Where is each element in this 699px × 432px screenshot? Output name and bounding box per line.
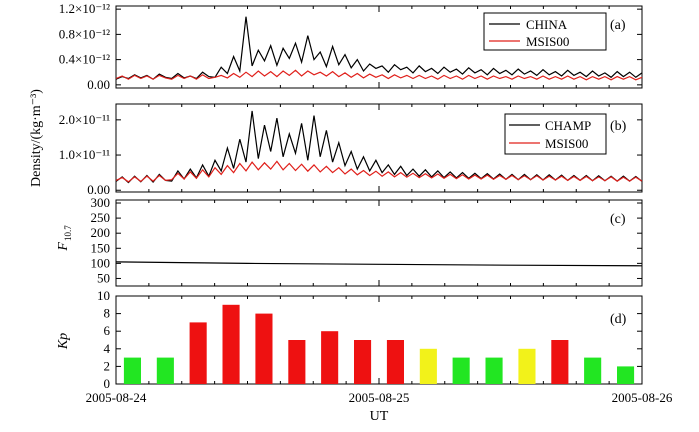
x-tick-label-2: 2005-08-26: [612, 390, 673, 405]
panel-c-frame: [115, 199, 643, 287]
legend-a-box: [483, 12, 607, 51]
y-tick-label-p2-2: 150: [91, 240, 111, 255]
y-tick-label-p0-3: 1.2×10⁻¹²: [59, 1, 110, 16]
y-tick-label-p3-4: 8: [104, 306, 111, 321]
legend-b-box: [504, 113, 607, 155]
line-series-p0-0: [115, 16, 643, 80]
y-tick-label-p0-0: 0.00: [87, 77, 110, 92]
y-tick-label-p2-3: 200: [91, 225, 111, 240]
panel-b-legend: CHAMP MSIS00: [504, 113, 607, 155]
kp-bar-15: [617, 366, 635, 384]
panel-c-tag: (c): [610, 212, 626, 227]
y-tick-label-p3-0: 0: [104, 376, 111, 391]
kp-bar-9: [419, 348, 437, 384]
y-tick-label-p2-4: 250: [91, 210, 111, 225]
y-tick-label-p1-2: 2.0×10⁻¹¹: [59, 112, 110, 127]
f107-y-label-sub: 10.7: [63, 225, 73, 241]
density-y-label: Density/(kg·m⁻³): [29, 89, 44, 187]
x-tick-label-0: 2005-08-24: [86, 390, 147, 405]
kp-bar-6: [321, 331, 339, 384]
panel-a-tag: (a): [610, 18, 626, 33]
panel-a-legend: CHINA MSIS00: [483, 12, 607, 51]
kp-bar-12: [518, 348, 536, 384]
kp-bar-2: [189, 322, 207, 384]
y-tick-label-p3-3: 6: [104, 323, 111, 338]
legend-a-china-label: CHINA: [526, 17, 568, 32]
kp-y-label: Kp: [56, 333, 71, 350]
kp-bar-0: [123, 357, 141, 384]
kp-bar-11: [485, 357, 503, 384]
y-tick-label-p0-2: 0.8×10⁻¹²: [59, 26, 110, 41]
kp-bar-10: [452, 357, 470, 384]
x-axis-label: UT: [370, 409, 389, 424]
y-tick-label-p3-1: 2: [104, 358, 111, 373]
panel-a-plot: 0.00 0.4×10⁻¹² 0.8×10⁻¹² 1.2×10⁻¹²: [59, 1, 643, 92]
panel-d-tag: (d): [610, 312, 627, 327]
y-tick-label-p1-1: 1.0×10⁻¹¹: [59, 147, 110, 162]
y-tick-label-p2-5: 300: [91, 195, 111, 210]
kp-bar-3: [222, 304, 240, 384]
y-tick-label-p3-2: 4: [104, 341, 111, 356]
f107-y-label: F 10.7: [56, 225, 73, 252]
x-tick-label-1: 2005-08-25: [349, 390, 410, 405]
line-series-p1-1: [115, 160, 643, 183]
y-tick-label-p3-5: 10: [97, 288, 110, 303]
kp-bar-7: [354, 340, 372, 384]
f107-y-label-main: F: [56, 242, 71, 252]
kp-bar-1: [156, 357, 174, 384]
kp-bar-4: [255, 313, 273, 384]
line-series-p0-1: [115, 69, 643, 81]
legend-b-msis-label: MSIS00: [545, 136, 588, 151]
panel-b-plot: 0.00 1.0×10⁻¹¹ 2.0×10⁻¹¹: [59, 110, 643, 197]
y-tick-label-p0-1: 0.4×10⁻¹²: [59, 52, 110, 67]
x-axis-ticks: [115, 6, 643, 384]
legend-a-msis-label: MSIS00: [526, 34, 569, 49]
kp-bar-8: [386, 340, 404, 384]
panel-b-tag: (b): [610, 119, 627, 134]
y-tick-label-p2-1: 100: [91, 255, 111, 270]
line-series-p2-0: [115, 261, 643, 267]
legend-b-champ-label: CHAMP: [545, 118, 591, 133]
kp-bar-13: [551, 340, 569, 384]
panel-d-plot: 0 2 4 6 8 10: [97, 288, 642, 391]
y-tick-label-p2-0: 50: [97, 270, 110, 285]
kp-bar-5: [288, 340, 306, 384]
y-tick-label-p1-0: 0.00: [87, 182, 110, 197]
kp-bar-14: [584, 357, 602, 384]
